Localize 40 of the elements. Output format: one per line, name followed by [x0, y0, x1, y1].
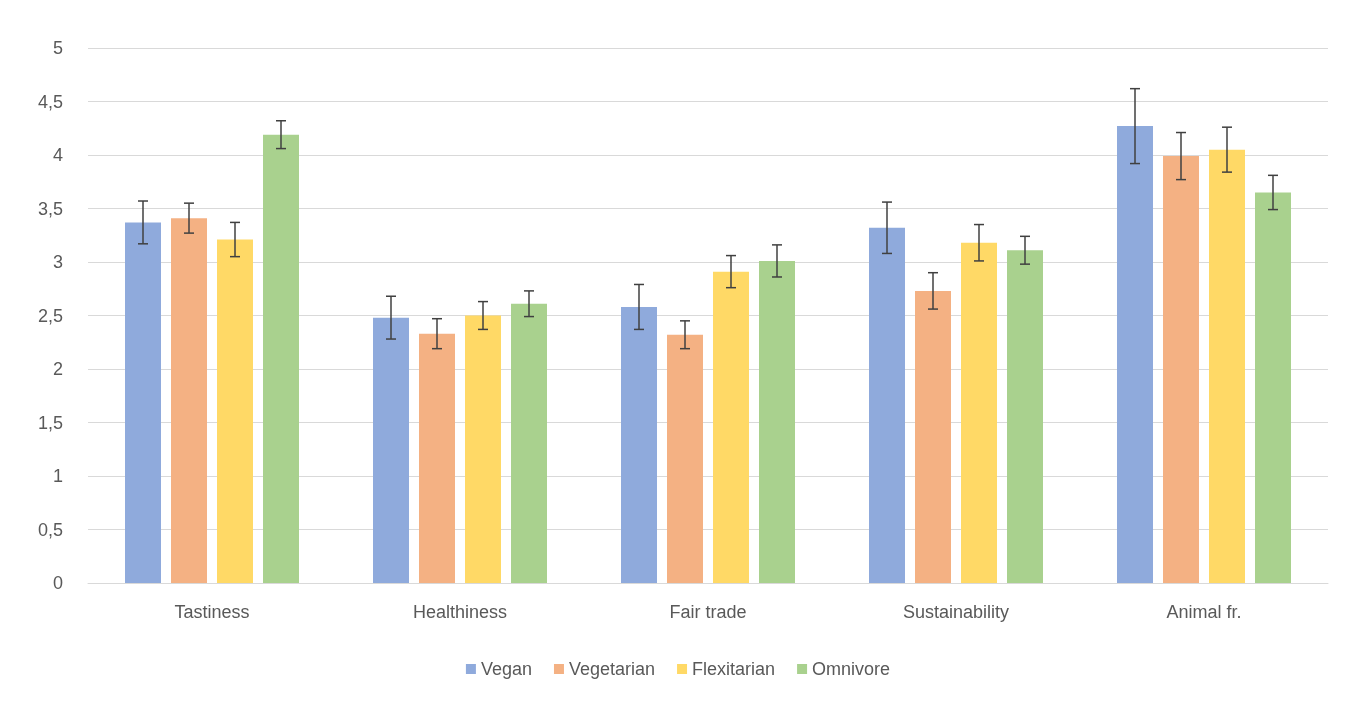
legend-label: Omnivore — [812, 659, 891, 679]
bar — [125, 222, 161, 583]
y-tick-label: 0 — [52, 573, 63, 593]
y-tick-label: 3 — [52, 252, 63, 272]
x-tick-label: Animal fr. — [1166, 602, 1242, 622]
bar — [1209, 149, 1245, 583]
bar — [373, 317, 409, 583]
bar — [419, 333, 455, 583]
y-tick-label: 0,5 — [37, 519, 63, 540]
bar — [465, 315, 501, 583]
y-tick-label: 2,5 — [37, 305, 63, 326]
bar — [1117, 126, 1153, 583]
bar — [217, 239, 253, 583]
bar — [171, 218, 207, 583]
x-tick-label: Healthiness — [412, 602, 508, 622]
x-tick-label: Tastiness — [174, 602, 250, 622]
bar — [713, 271, 749, 583]
x-tick-label: Sustainability — [902, 602, 1010, 622]
y-tick-label: 4 — [52, 145, 63, 165]
bar — [1163, 156, 1199, 583]
bar — [915, 290, 951, 583]
legend-label: Vegan — [480, 659, 532, 679]
y-tick-label: 5 — [52, 38, 63, 58]
y-tick-label: 1,5 — [37, 412, 63, 433]
y-tick-label: 4,5 — [37, 91, 63, 112]
y-tick-label: 1 — [52, 466, 63, 486]
bar — [1255, 192, 1291, 583]
y-tick-label: 2 — [52, 359, 63, 379]
bar — [759, 260, 795, 583]
bar — [667, 334, 703, 583]
bar — [621, 306, 657, 583]
bar — [511, 303, 547, 583]
x-tick-label: Fair trade — [669, 602, 747, 622]
bar — [1007, 250, 1043, 583]
bar — [263, 134, 299, 583]
y-tick-label: 3,5 — [37, 198, 63, 219]
legend-label: Vegetarian — [568, 659, 656, 679]
legend-label: Flexitarian — [692, 659, 776, 679]
bar — [869, 227, 905, 583]
bar — [961, 242, 997, 583]
